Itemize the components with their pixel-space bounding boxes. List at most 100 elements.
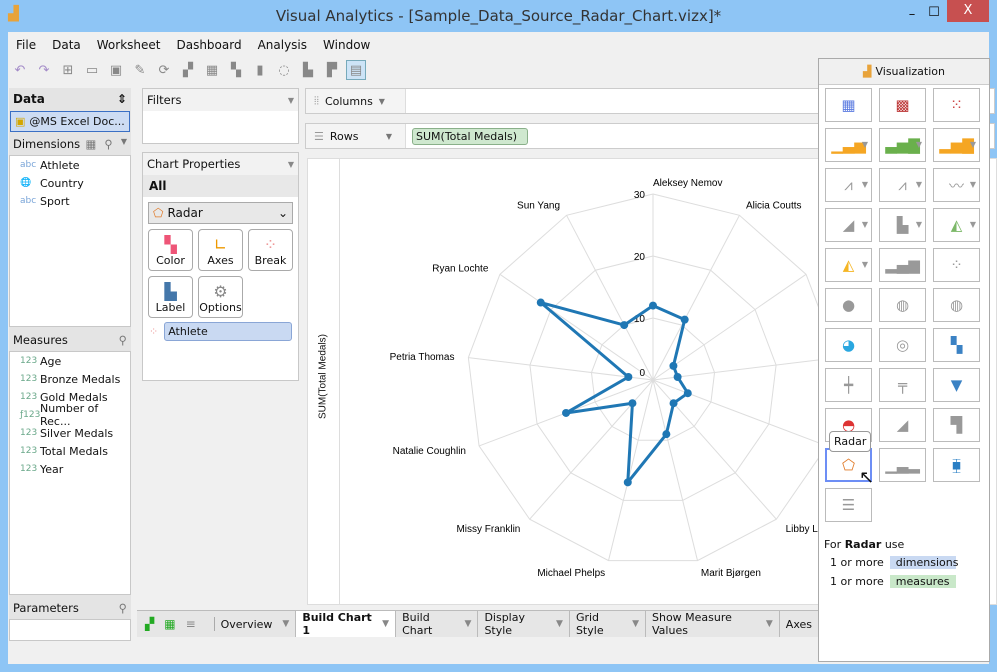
chart-type-box-2[interactable]: ╤ [879, 368, 926, 402]
chart-type-map[interactable]: ◍ [879, 288, 926, 322]
remove-chart-icon[interactable]: ▚ [231, 62, 241, 78]
measure-item[interactable]: ƒ123 Number of Rec... [10, 402, 130, 428]
data-point[interactable] [662, 430, 671, 439]
sort-desc-icon[interactable]: ▛ [327, 62, 337, 78]
chart-type-box[interactable]: ┿ [825, 368, 872, 402]
rows-pill[interactable]: SUM(Total Medals) [412, 127, 528, 145]
axes-button[interactable]: ∟ Axes [198, 229, 243, 271]
dropdown-icon[interactable]: ▼ [385, 131, 393, 141]
chart-type-radar[interactable]: ⬠ [825, 448, 872, 482]
chart-type-stacked-bar[interactable]: ▃▅▇ ▼ [879, 128, 926, 162]
dimension-item[interactable]: abc Athlete [10, 156, 130, 174]
chart-type-histogram-bars[interactable]: ▂▄▆ [879, 248, 926, 282]
chart-type-treemap[interactable]: ▚ [933, 328, 980, 362]
chart-type-highlight-table[interactable]: ⁙ [933, 88, 980, 122]
dropdown-icon[interactable]: ▼ [969, 180, 976, 189]
new-chart-icon[interactable]: ▞ [145, 617, 155, 631]
tab-build-chart[interactable]: Build Chart ▼ [396, 611, 479, 637]
measure-item[interactable]: 123 Gold Medals [10, 388, 130, 406]
chart-type-area-stacked[interactable]: ◭ ▼ [933, 208, 980, 242]
save-icon[interactable]: ▣ [109, 62, 123, 78]
dropdown-icon[interactable]: ▼ [287, 159, 294, 169]
tab-axes[interactable]: Axes [780, 611, 819, 637]
data-point[interactable] [620, 321, 629, 330]
menu-window[interactable]: Window [323, 38, 371, 52]
table-icon[interactable]: ▦ [85, 137, 97, 151]
menu-file[interactable]: File [16, 38, 37, 52]
chart-type-line-3[interactable]: 〰 ▼ [933, 168, 980, 202]
measure-item[interactable]: 123 Bronze Medals [10, 370, 130, 388]
dropdown-icon[interactable]: ▼ [382, 619, 390, 629]
chart-type-gantt[interactable]: ☰ [825, 488, 872, 522]
new-grid-icon[interactable]: ▦ [164, 617, 176, 631]
tab-build-chart-1[interactable]: Build Chart 1 ▼ [296, 611, 397, 637]
data-point[interactable] [680, 315, 689, 324]
dropdown-icon[interactable]: ▼ [765, 619, 773, 629]
label-button[interactable]: ▙ Label [148, 276, 193, 318]
redo-icon[interactable]: ↷ [38, 62, 50, 78]
dropdown-icon[interactable]: ▼ [556, 619, 563, 629]
menu-worksheet[interactable]: Worksheet [96, 38, 161, 52]
chart-type-pie[interactable]: ◕ [825, 328, 872, 362]
chart-type-stacked-bar-2[interactable]: ▂▅▇ ▼ [933, 128, 980, 162]
dropdown-icon[interactable]: ▼ [969, 140, 976, 149]
dropdown-icon[interactable]: ▼ [464, 619, 472, 629]
measure-item[interactable]: 123 Silver Medals [10, 424, 130, 442]
dropdown-icon[interactable]: ▼ [915, 140, 922, 149]
data-point[interactable] [683, 389, 692, 398]
dropdown-icon[interactable]: ▼ [969, 220, 976, 229]
chart-type-area[interactable]: ◢ ▼ [825, 208, 872, 242]
dropdown-icon[interactable]: ▼ [287, 95, 294, 105]
tab-grid-style[interactable]: Grid Style ▼ [570, 611, 646, 637]
options-button[interactable]: ⚙ Options [198, 276, 243, 318]
break-pill[interactable]: Athlete [164, 322, 292, 341]
tab-overview[interactable]: Overview ▼ [215, 611, 297, 637]
tab-display-style[interactable]: Display Style ▼ [478, 611, 570, 637]
color-button[interactable]: ▚ Color [148, 229, 193, 271]
data-point[interactable] [536, 298, 545, 307]
refresh-icon[interactable]: ⟳ [158, 62, 170, 78]
chart-type-line[interactable]: ⩘ ▼ [825, 168, 872, 202]
dropdown-icon[interactable]: ▼ [861, 260, 868, 269]
chart-type-mountain[interactable]: ◢ [879, 408, 926, 442]
measure-item[interactable]: 123 Total Medals [10, 442, 130, 460]
dimension-item[interactable]: abc Sport [10, 192, 130, 210]
chart-type-grid[interactable]: ▦ [825, 88, 872, 122]
label-icon[interactable]: ▤ [346, 60, 366, 80]
dropdown-icon[interactable]: ▼ [378, 96, 385, 106]
menu-analysis[interactable]: Analysis [257, 38, 308, 52]
chart-icon[interactable]: ▮ [256, 62, 264, 78]
lasso-icon[interactable]: ◌ [278, 62, 290, 78]
chart-type-donut[interactable]: ◎ [879, 328, 926, 362]
add-chart-icon[interactable]: ▞ [183, 62, 193, 78]
search-icon[interactable]: ⚲ [118, 333, 127, 347]
undo-icon[interactable]: ↶ [14, 62, 26, 78]
chart-type-bar[interactable]: ▁▃▅ ▼ [825, 128, 872, 162]
search-icon[interactable]: ⚲ [104, 137, 113, 151]
menu-data[interactable]: Data [52, 38, 81, 52]
data-source-item[interactable]: ▣ @MS Excel Doc... [10, 111, 130, 132]
data-point[interactable] [669, 399, 678, 408]
dropdown-icon[interactable]: ▼ [632, 619, 639, 629]
chart-type-map-2[interactable]: ◍ [933, 288, 980, 322]
new-icon[interactable]: ⊞ [62, 62, 74, 78]
data-point[interactable] [673, 373, 682, 382]
chart-type-area-2[interactable]: ▙ ▼ [879, 208, 926, 242]
chart-type-select[interactable]: ⬠ Radar ⌄ [148, 202, 293, 224]
chart-type-area-stacked-2[interactable]: ◭ ▼ [825, 248, 872, 282]
data-point[interactable] [669, 361, 678, 370]
chart-type-line-2[interactable]: ⩘ ▼ [879, 168, 926, 202]
list-icon[interactable]: ≡ [185, 617, 196, 631]
dropdown-icon[interactable]: ▼ [120, 137, 127, 146]
maximize-button[interactable]: ☐ [928, 5, 940, 20]
sort-icon[interactable]: ⇕ [116, 92, 127, 106]
data-point[interactable] [562, 408, 571, 417]
data-point[interactable] [624, 373, 633, 382]
data-point[interactable] [649, 301, 657, 310]
open-icon[interactable]: ▭ [85, 62, 99, 78]
data-point[interactable] [628, 399, 637, 408]
dimension-item[interactable]: 🌐 Country [10, 174, 130, 192]
chart-type-funnel[interactable]: ▼ [933, 368, 980, 402]
dropdown-icon[interactable]: ▼ [861, 180, 868, 189]
sort-asc-icon[interactable]: ▙ [303, 62, 313, 78]
